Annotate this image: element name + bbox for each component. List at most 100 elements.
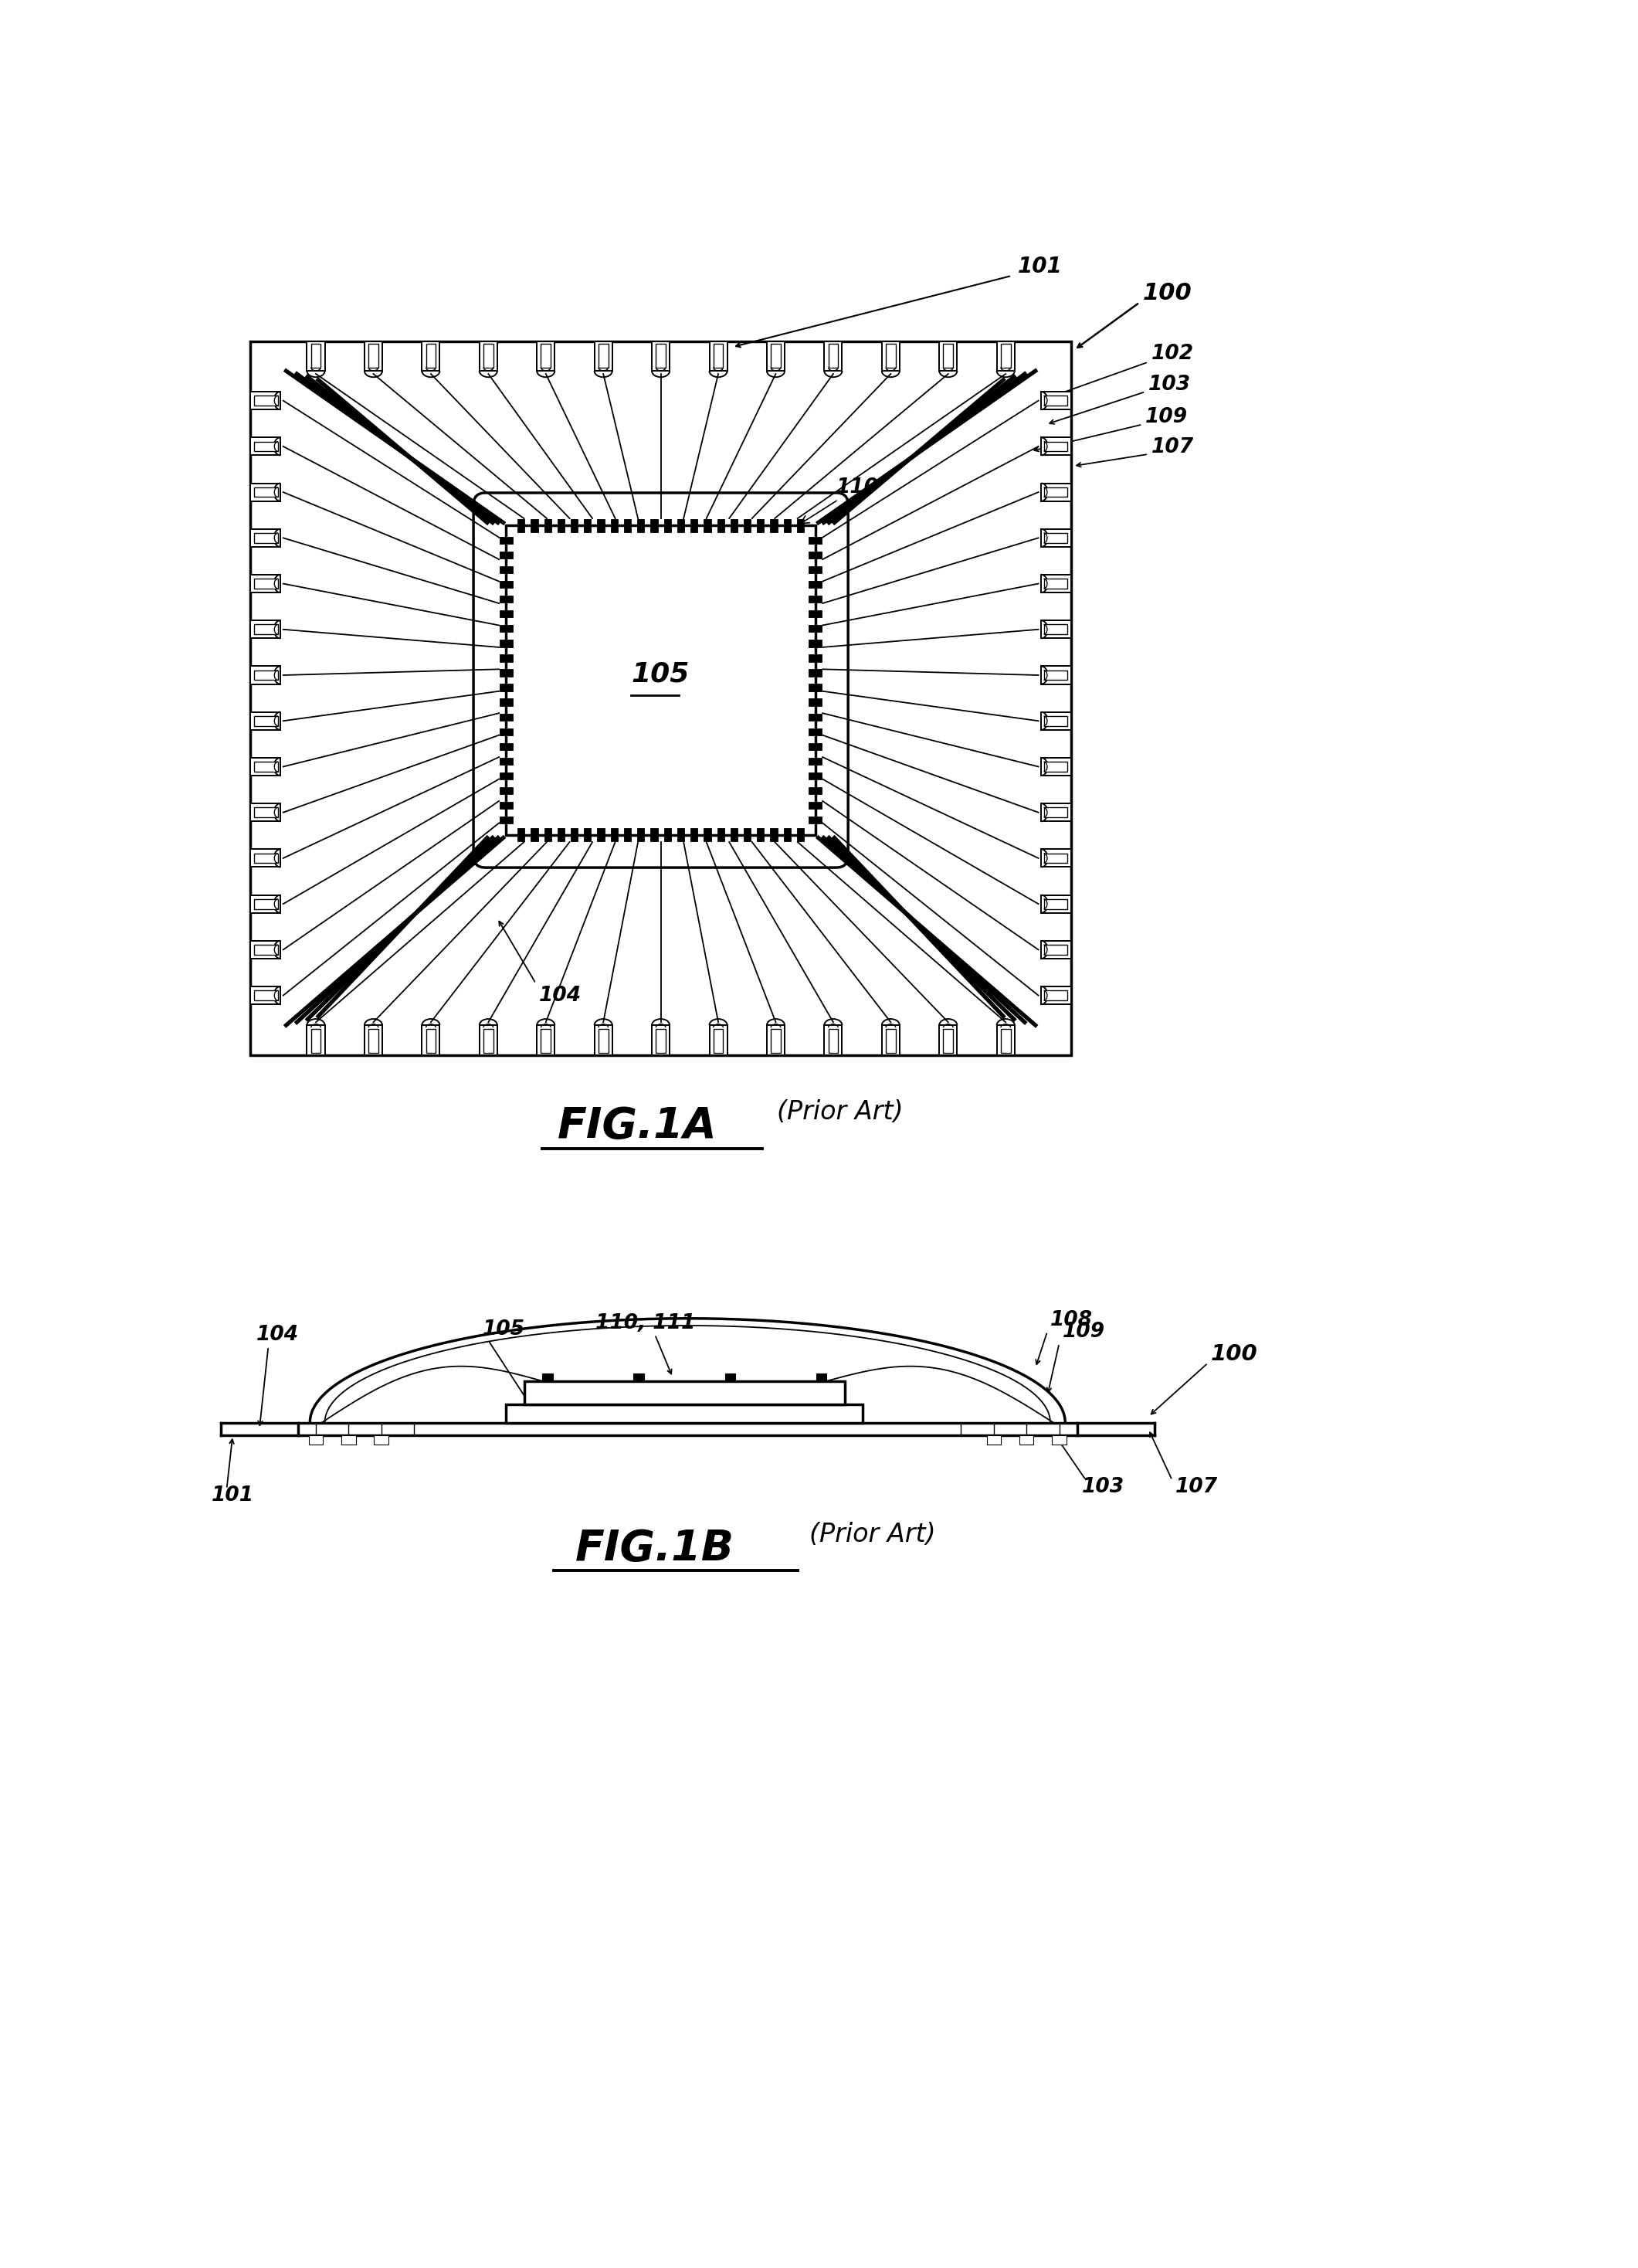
Bar [1042,712,1071,730]
Bar [611,519,618,533]
Bar [500,699,513,705]
Bar [500,538,513,544]
Bar [524,1381,845,1404]
Text: 107: 107 [1174,1476,1217,1497]
Bar [251,758,280,776]
Bar [541,1030,550,1052]
Bar [254,853,278,864]
Bar [809,773,822,780]
Bar [251,987,280,1005]
Bar [306,340,324,372]
Bar [426,342,436,367]
Bar [770,828,778,841]
Bar [1042,941,1071,959]
Bar [251,621,280,637]
Bar [809,669,822,676]
Bar [771,1030,781,1052]
Bar [691,828,698,841]
Bar [500,596,513,603]
Text: 105: 105 [632,660,690,687]
Bar [809,758,822,764]
Bar [254,671,278,680]
Bar [423,340,439,372]
Bar [1042,848,1071,866]
Bar [1042,483,1071,501]
Bar [311,342,321,367]
Bar [595,1025,613,1055]
Bar [709,340,727,372]
Bar [1043,488,1068,497]
Bar [537,1025,555,1055]
Bar [809,801,822,810]
Bar [1042,758,1071,776]
Bar [500,685,513,692]
Text: 103: 103 [1081,1476,1124,1497]
Bar [531,828,537,841]
Bar [1043,624,1068,635]
Text: 100: 100 [1210,1343,1258,1365]
Bar [500,728,513,735]
Bar [254,442,278,451]
Bar [251,712,280,730]
Bar [251,528,280,547]
Bar [500,626,513,633]
Bar [809,714,822,721]
Bar [483,342,493,367]
Bar [500,714,513,721]
Bar [254,488,278,497]
Bar [757,519,765,533]
Bar [544,519,552,533]
Bar [809,610,822,617]
Bar [663,828,672,841]
Bar [254,898,278,909]
Bar [886,1030,896,1052]
Bar [369,342,378,367]
Bar [1042,528,1071,547]
Bar [423,1025,439,1055]
Bar [757,828,765,841]
Bar [518,519,524,533]
Bar [254,624,278,635]
Bar [251,574,280,592]
Bar [809,551,822,558]
Bar [1043,533,1068,542]
Bar [809,787,822,794]
Text: 107: 107 [1152,438,1194,458]
Bar [251,483,280,501]
Bar [1052,1436,1066,1445]
Bar [1043,442,1068,451]
Bar [557,828,565,841]
Bar [500,640,513,646]
Bar [1042,987,1071,1005]
Bar [798,828,804,841]
Bar [251,667,280,685]
Bar [724,1374,735,1381]
Bar [886,342,896,367]
Bar [254,578,278,590]
Bar [1042,438,1071,456]
Bar [783,828,791,841]
Text: 103: 103 [1148,374,1191,395]
Bar [809,626,822,633]
Text: 101: 101 [211,1486,254,1506]
Text: (Prior Art): (Prior Art) [809,1522,935,1547]
Bar [652,1025,670,1055]
Bar [585,519,591,533]
Bar [767,1025,785,1055]
Bar [704,828,711,841]
Bar [251,438,280,456]
Bar [364,340,382,372]
Bar [798,519,804,533]
Bar [251,803,280,821]
Bar [598,828,604,841]
Bar [816,1374,827,1381]
Bar [829,342,839,367]
Bar [709,1025,727,1055]
Bar [809,685,822,692]
Text: 101: 101 [1017,256,1061,277]
Bar [731,519,737,533]
Bar [1043,946,1068,955]
Bar [824,1025,842,1055]
Bar [254,533,278,542]
Bar [311,1030,321,1052]
